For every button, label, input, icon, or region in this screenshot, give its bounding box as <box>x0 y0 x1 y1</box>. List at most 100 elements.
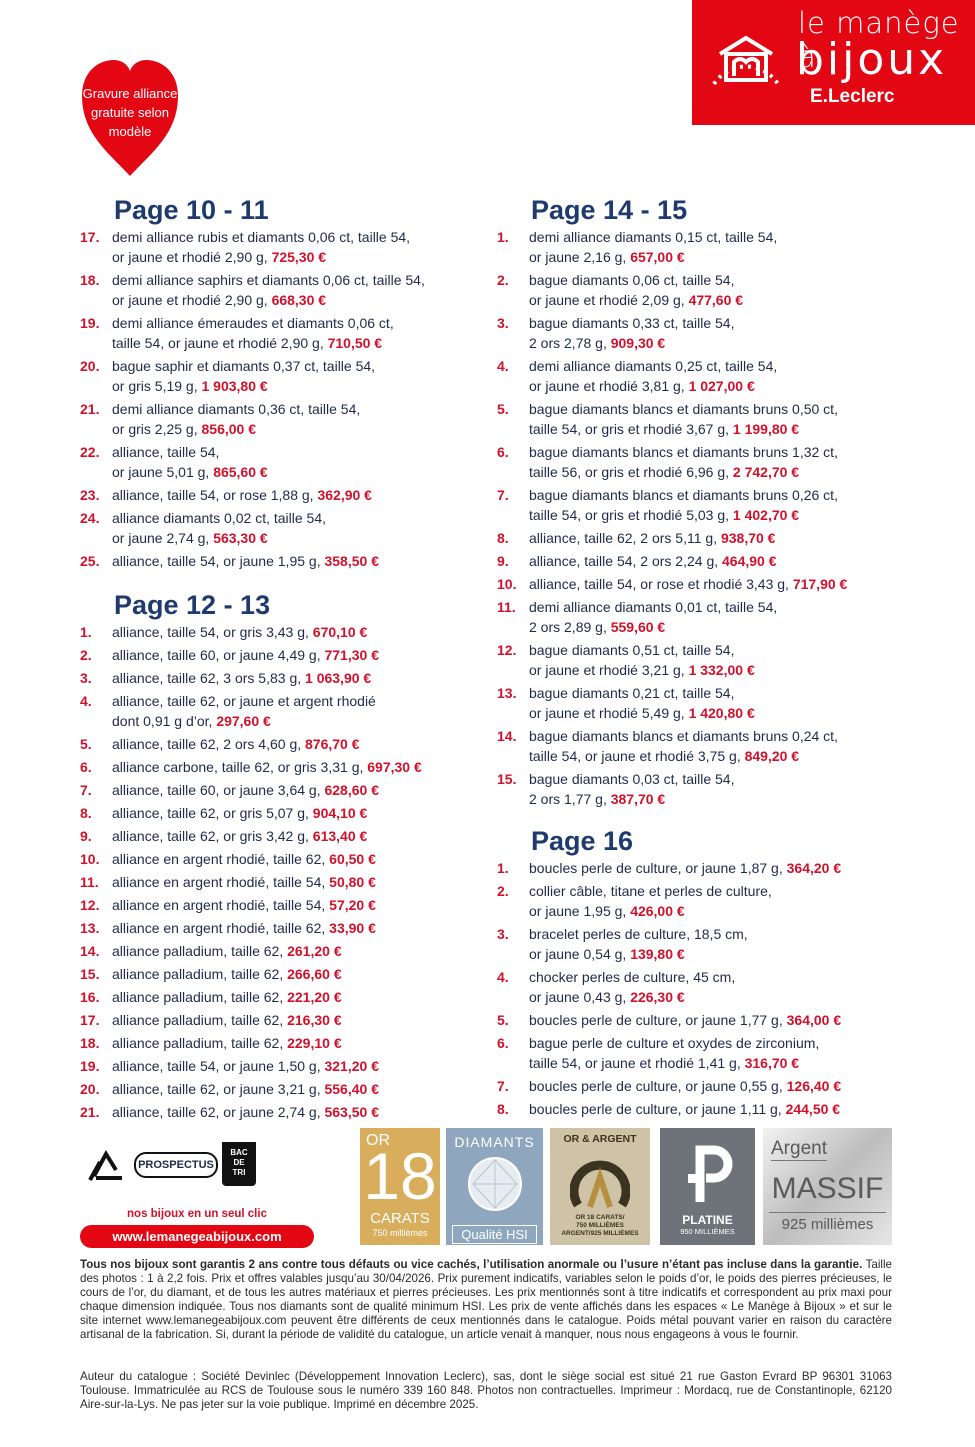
badge-text: OR <box>366 1132 390 1149</box>
item-number: 17. <box>80 1012 100 1028</box>
item-number: 3. <box>80 670 92 686</box>
price-item: 9. alliance, taille 54, 2 ors 2,24 g, 464… <box>497 551 917 571</box>
item-text: alliance carbone, taille 62, or gris 3,3… <box>112 759 364 775</box>
item-number: 14. <box>80 943 100 959</box>
item-text: alliance, taille 62, 2 ors 4,60 g, <box>112 736 302 752</box>
item-text: bague diamants 0,03 ct, taille 54, <box>529 771 735 787</box>
price-item: 12. bague diamants 0,51 ct, taille 54, or … <box>497 640 917 680</box>
item-line: alliance, taille 54, <box>112 442 500 462</box>
price-item: 3. alliance, taille 62, 3 ors 5,83 g, 1 0… <box>80 668 500 688</box>
item-price: 710,50 € <box>327 335 383 351</box>
item-price: 1 027,00 € <box>688 378 755 394</box>
item-number: 25. <box>80 553 100 569</box>
item-line: bague diamants 0,06 ct, taille 54, <box>529 270 917 290</box>
item-line: alliance palladium, taille 62, 216,30 € <box>112 1010 500 1030</box>
item-line: alliance palladium, taille 62, 229,10 € <box>112 1033 500 1053</box>
item-text: demi alliance diamants 0,01 ct, taille 5… <box>529 599 778 615</box>
item-text: or jaune 1,95 g, <box>529 903 627 919</box>
badge-text: DIAMANTS <box>454 1134 535 1150</box>
badge-text: 750 MILLIÈMES <box>575 1222 625 1229</box>
price-item: 18. demi alliance saphirs et diamants 0,0… <box>80 270 500 310</box>
item-line: alliance, taille 62, or jaune 3,21 g, 55… <box>112 1079 500 1099</box>
item-price: 657,00 € <box>630 249 685 265</box>
price-item: 3. bague diamants 0,33 ct, taille 54, 2 or… <box>497 313 917 353</box>
item-line: boucles perle de culture, or jaune 1,11 … <box>529 1099 917 1119</box>
badge-platinum: PLATINE 950 MILLIÈMES <box>660 1128 755 1245</box>
item-text: demi alliance rubis et diamants 0,06 ct,… <box>112 229 411 245</box>
item-number: 21. <box>80 401 100 417</box>
item-price: 387,70 € <box>610 791 666 807</box>
badge-diamonds: DIAMANTS Qualité HSI <box>446 1128 543 1245</box>
logo: le manège à bijoux E.Leclerc <box>692 0 975 125</box>
item-line: or jaune et rhodié 3,81 g, 1 027,00 € <box>529 376 917 396</box>
item-line: bague diamants blancs et diamants bruns … <box>529 485 917 505</box>
item-text: or jaune 2,74 g, <box>112 530 210 546</box>
item-price: 464,90 € <box>722 553 777 569</box>
item-text: or jaune et rhodié 3,21 g, <box>529 662 685 678</box>
item-price: 57,20 € <box>329 897 376 913</box>
item-price: 1 420,80 € <box>688 705 755 721</box>
item-price: 559,60 € <box>610 619 666 635</box>
item-text: alliance, taille 62, or gris 3,42 g, <box>112 828 309 844</box>
item-number: 2. <box>80 647 92 663</box>
item-price: 126,40 € <box>786 1078 842 1094</box>
item-line: taille 54, or gris et rhodié 3,67 g, 1 1… <box>529 419 917 439</box>
item-price: 229,10 € <box>287 1035 342 1051</box>
item-price: 261,20 € <box>287 943 342 959</box>
footer-terms: Tous nos bijoux sont garantis 2 ans cont… <box>80 1258 892 1342</box>
price-item: 1. boucles perle de culture, or jaune 1,8… <box>497 858 917 878</box>
item-number: 4. <box>497 358 509 374</box>
item-text: alliance palladium, taille 62, <box>112 989 284 1005</box>
price-item: 6. bague perle de culture et oxydes de zi… <box>497 1033 917 1073</box>
price-item: 15. alliance palladium, taille 62, 266,60… <box>80 964 500 984</box>
item-text: or jaune et rhodié 5,49 g, <box>529 705 685 721</box>
item-price: 697,30 € <box>367 759 422 775</box>
item-price: 321,20 € <box>324 1058 379 1074</box>
item-line: alliance, taille 62, or gris 5,07 g, 904… <box>112 803 500 823</box>
item-text: alliance, taille 62, or jaune 2,74 g, <box>112 1104 321 1120</box>
item-line: or jaune et rhodié 3,21 g, 1 332,00 € <box>529 660 917 680</box>
price-item: 5. boucles perle de culture, or jaune 1,7… <box>497 1010 917 1030</box>
item-number: 6. <box>80 759 92 775</box>
item-number: 18. <box>80 1035 100 1051</box>
item-text: alliance, taille 54, 2 ors 2,24 g, <box>529 553 719 569</box>
item-price: 1 903,80 € <box>201 378 268 394</box>
item-text: alliance en argent rhodié, taille 62, <box>112 851 326 867</box>
item-line: demi alliance diamants 0,25 ct, taille 5… <box>529 356 917 376</box>
item-number: 7. <box>497 1078 509 1094</box>
item-text: demi alliance saphirs et diamants 0,06 c… <box>112 272 425 288</box>
heart-text: Gravure alliance gratuite selon modèle <box>82 84 178 141</box>
item-text: demi alliance diamants 0,25 ct, taille 5… <box>529 358 778 374</box>
item-line: alliance, taille 54, or rose 1,88 g, 362… <box>112 485 500 505</box>
item-text: alliance palladium, taille 62, <box>112 943 284 959</box>
section-title: Page 14 - 15 <box>531 195 688 225</box>
item-line: or jaune 0,43 g, 226,30 € <box>529 987 917 1007</box>
item-line: taille 54, or gris et rhodié 5,03 g, 1 4… <box>529 505 917 525</box>
item-line: or gris 2,25 g, 856,00 € <box>112 419 500 439</box>
recycle-icon <box>88 1150 122 1181</box>
item-text: alliance, taille 62, 2 ors 5,11 g, <box>529 530 718 546</box>
price-item: 19. demi alliance émeraudes et diamants 0… <box>80 313 500 353</box>
item-number: 3. <box>497 315 509 331</box>
badge-text: MASSIF <box>771 1172 884 1205</box>
item-line: alliance, taille 54, 2 ors 2,24 g, 464,9… <box>529 551 917 571</box>
price-item: 7. boucles perle de culture, or jaune 0,5… <box>497 1076 917 1096</box>
item-line: bague diamants blancs et diamants bruns … <box>529 442 917 462</box>
item-text: bague diamants 0,06 ct, taille 54, <box>529 272 735 288</box>
item-line: taille 54, or jaune et rhodié 2,90 g, 71… <box>112 333 500 353</box>
item-price: 628,60 € <box>324 782 379 798</box>
diamond-icon <box>467 1157 522 1211</box>
item-line: alliance, taille 62, 2 ors 5,11 g, 938,7… <box>529 528 917 548</box>
price-item: 8. alliance, taille 62, 2 ors 5,11 g, 938… <box>497 528 917 548</box>
item-number: 23. <box>80 487 100 503</box>
item-text: alliance, taille 62, or jaune 3,21 g, <box>112 1081 321 1097</box>
item-line: taille 54, or jaune et rhodié 1,41 g, 31… <box>529 1053 917 1073</box>
item-price: 670,10 € <box>312 624 368 640</box>
item-text: bague diamants blancs et diamants bruns … <box>529 444 838 460</box>
section-title: Page 16 <box>531 826 634 856</box>
section: Page 16 1. boucles perle de culture, or ja… <box>497 824 917 1122</box>
item-number: 16. <box>80 989 100 1005</box>
web-url[interactable]: www.lemanegeabijoux.com <box>80 1225 314 1248</box>
item-text: taille 54, or jaune et rhodié 2,90 g, <box>112 335 324 351</box>
